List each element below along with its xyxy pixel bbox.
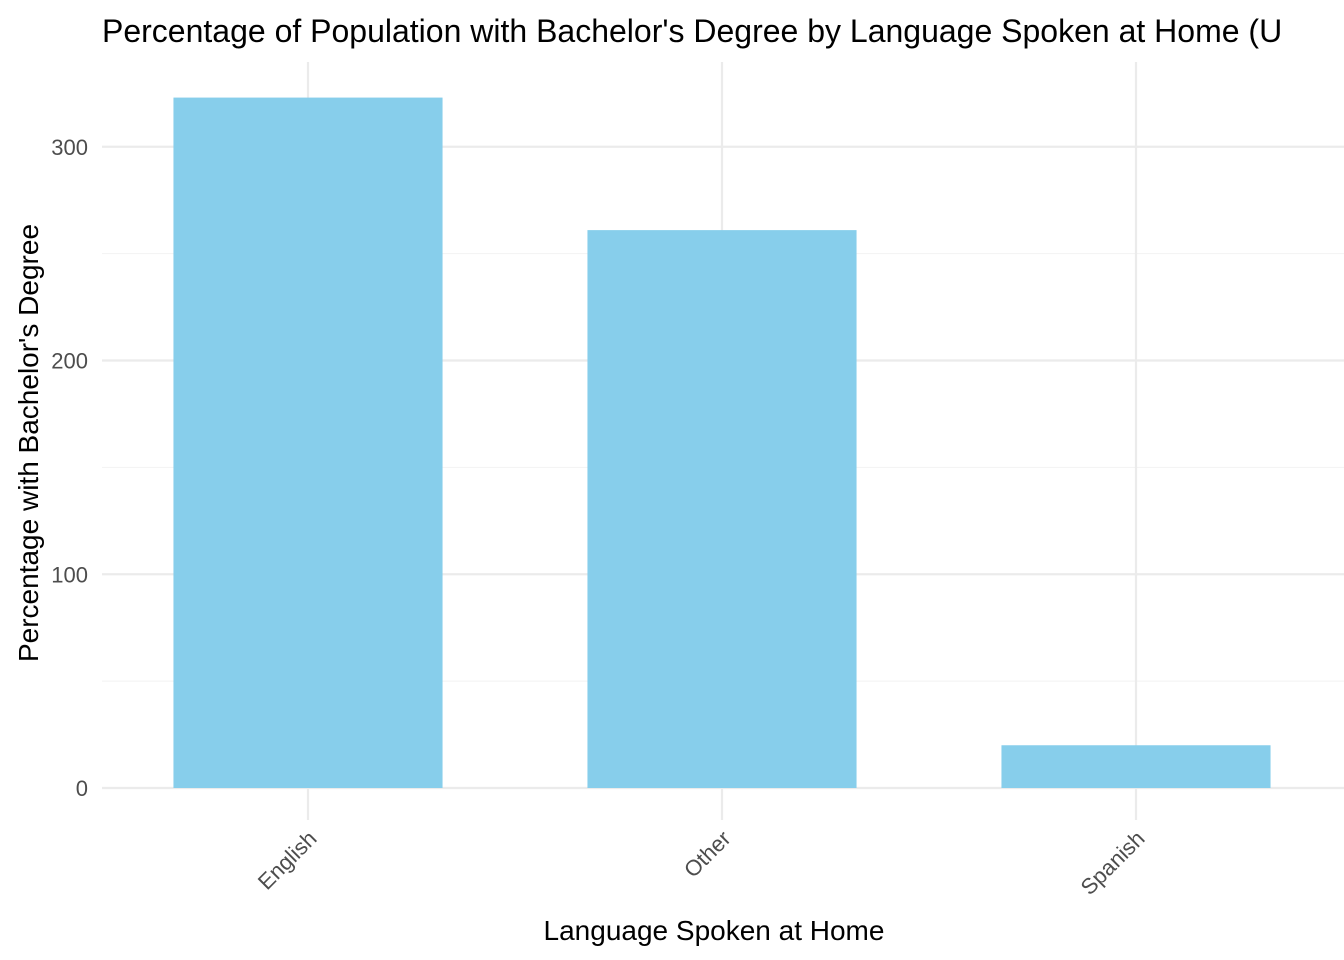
y-tick-label: 0 [76, 776, 88, 801]
bar-english [173, 97, 443, 788]
y-tick-label: 100 [51, 562, 88, 587]
x-tick-label-other: Other [679, 826, 736, 883]
x-tick-label-english: English [253, 826, 322, 895]
y-axis-title: Percentage with Bachelor's Degree [13, 224, 44, 662]
x-axis-title: Language Spoken at Home [544, 915, 885, 946]
x-tick-label-spanish: Spanish [1076, 826, 1150, 900]
bar-spanish [1001, 745, 1271, 788]
y-tick-label: 300 [51, 135, 88, 160]
bars [173, 97, 1271, 789]
chart-title: Percentage of Population with Bachelor's… [102, 13, 1282, 49]
y-tick-label: 200 [51, 349, 88, 374]
bar-other [587, 230, 857, 789]
